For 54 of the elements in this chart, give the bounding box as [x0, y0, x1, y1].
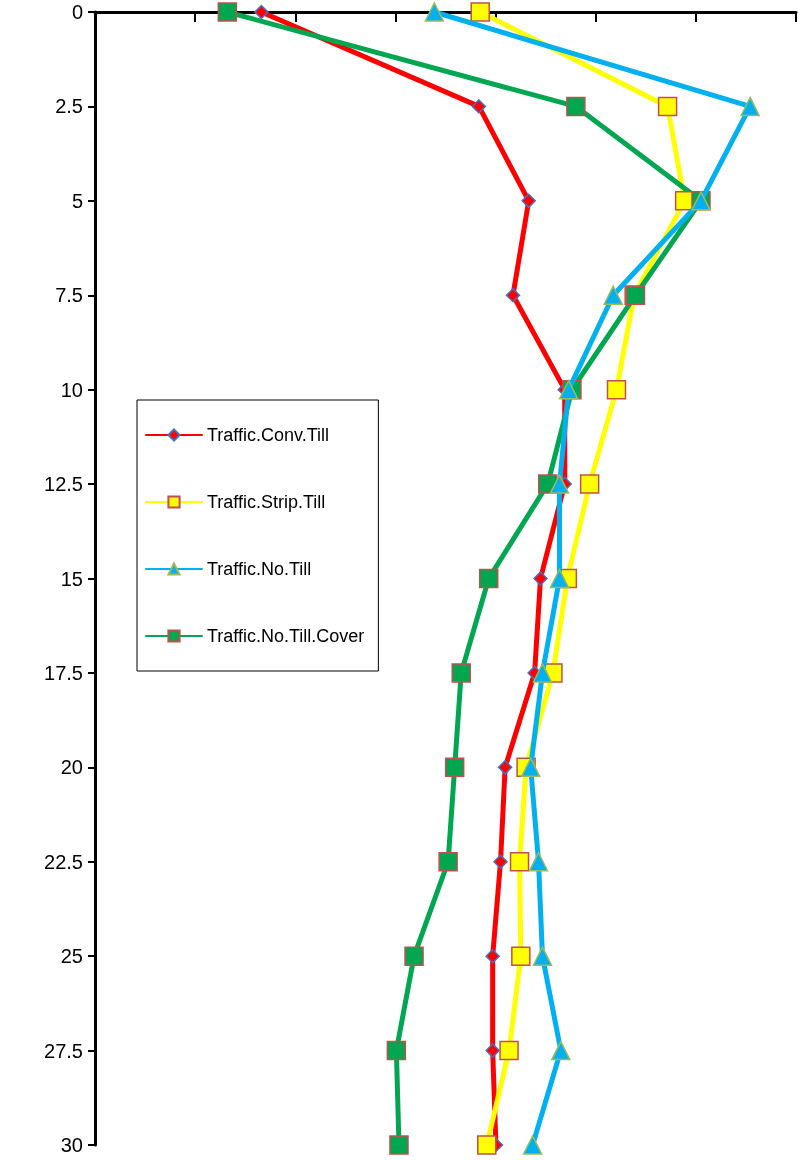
y-tick-label: 27.5	[44, 1039, 83, 1062]
point	[471, 99, 487, 114]
point	[485, 948, 500, 964]
point	[521, 193, 536, 209]
legend-label: Traffic.No.Till.Cover	[207, 626, 365, 646]
point	[444, 757, 465, 778]
point	[254, 4, 269, 20]
point	[386, 1040, 407, 1061]
point	[477, 1135, 497, 1155]
point	[499, 1040, 519, 1061]
point	[551, 1040, 571, 1061]
legend-label: Traffic.No.Till	[207, 559, 312, 579]
point	[579, 474, 600, 494]
point	[217, 2, 238, 22]
point	[438, 852, 458, 872]
point	[509, 852, 530, 872]
point	[470, 2, 490, 22]
legend-label: Traffic.Conv.Till	[207, 425, 330, 445]
point	[451, 663, 471, 683]
y-tick-label: 20	[60, 756, 83, 779]
point	[520, 757, 541, 778]
point	[549, 568, 570, 589]
point	[511, 946, 531, 966]
y-tick-label: 30	[60, 1134, 83, 1156]
y-tick-label: 0	[71, 1, 83, 23]
point	[606, 379, 627, 400]
point	[478, 568, 499, 589]
y-tick-label: 15	[60, 567, 83, 590]
y-tick-label: 22.5	[44, 850, 83, 873]
point	[424, 2, 445, 22]
point	[528, 852, 549, 872]
point	[549, 474, 570, 494]
point	[493, 854, 508, 869]
point	[404, 946, 424, 966]
point	[533, 571, 548, 586]
y-tick-label: 12.5	[44, 473, 83, 496]
point	[657, 96, 678, 117]
legend-label: Traffic.Strip.Till	[207, 492, 326, 512]
point	[522, 1135, 543, 1155]
point	[532, 663, 553, 683]
y-tick-label: 10	[60, 378, 83, 401]
y-tick-label: 17.5	[44, 661, 83, 684]
y-tick-label: 5	[71, 189, 83, 212]
point	[505, 288, 521, 303]
point	[497, 760, 513, 775]
point	[532, 946, 553, 966]
y-tick-label: 25	[60, 945, 83, 968]
point	[389, 1135, 409, 1155]
point	[566, 96, 586, 117]
point	[740, 96, 760, 117]
point	[485, 1043, 500, 1058]
point	[603, 285, 623, 305]
y-tick-label: 2.5	[55, 95, 83, 118]
y-tick-label: 7.5	[55, 284, 83, 307]
